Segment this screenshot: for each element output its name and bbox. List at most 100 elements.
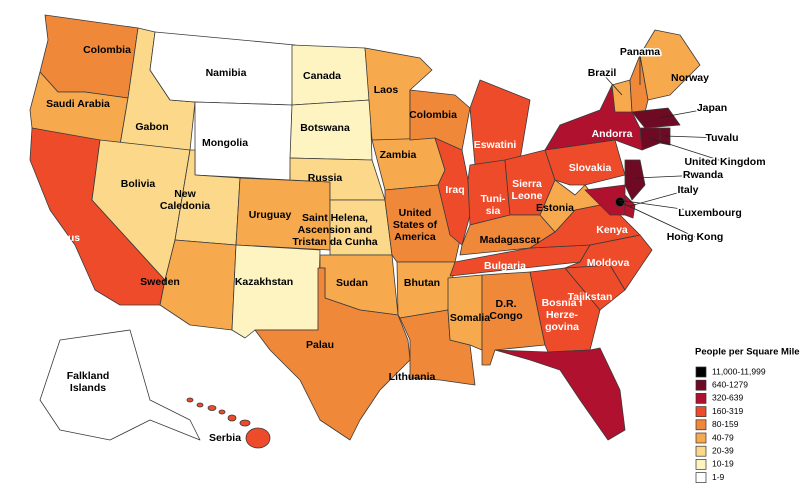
state xyxy=(584,184,626,216)
leader-line xyxy=(617,199,711,214)
legend-label: 40-79 xyxy=(712,432,734,442)
region-label: D.R. xyxy=(496,298,517,310)
state xyxy=(371,137,446,191)
state xyxy=(254,267,411,441)
region-label: Caledonia xyxy=(160,200,210,212)
legend-label: 1-9 xyxy=(712,472,725,482)
region-label: Kenya xyxy=(596,224,628,236)
region-label: America xyxy=(394,231,436,243)
state xyxy=(231,244,321,339)
region-label: Hong Kong xyxy=(667,231,724,243)
region-label: Falkland xyxy=(67,370,110,382)
region-label: Panama xyxy=(620,46,660,58)
region-label: Leone xyxy=(512,190,543,202)
legend-title: People per Square Mile xyxy=(695,347,800,358)
region-label: Bulgaria xyxy=(484,260,526,272)
legend-label: 20-39 xyxy=(712,445,734,455)
region-label: Sierra xyxy=(512,178,542,190)
region-label: Sweden xyxy=(140,276,180,288)
region-label: Congo xyxy=(489,310,522,322)
region-label: Andorra xyxy=(592,128,633,140)
legend: People per Square Mile 11,000-11,999 640-… xyxy=(695,347,800,483)
state xyxy=(196,402,204,408)
region-label: Saudi Arabia xyxy=(46,98,110,110)
region-label: Madagascar xyxy=(480,234,541,246)
legend-swatch xyxy=(695,459,707,470)
region-label: Palau xyxy=(306,339,334,351)
region-label: Brazil xyxy=(588,67,617,79)
region-label: Norway xyxy=(671,72,709,84)
region-label: Canada xyxy=(303,70,341,82)
region-label: sia xyxy=(486,205,501,217)
region-label: govina xyxy=(545,321,579,333)
state xyxy=(611,79,633,113)
region-label: Eswatini xyxy=(474,139,517,151)
state xyxy=(624,159,646,201)
region-label: Tuni- xyxy=(481,193,506,205)
region-label: China xyxy=(505,372,534,384)
legend-swatch xyxy=(695,432,707,444)
region-label: Saint Helena, xyxy=(302,212,368,224)
region-label: Serbia xyxy=(209,432,241,444)
region-label: Somalia xyxy=(450,312,490,324)
legend-swatch xyxy=(695,472,707,483)
legend-label: 11,000-11,999 xyxy=(712,366,766,376)
legend-swatch xyxy=(695,379,707,391)
state xyxy=(227,414,237,422)
region-label: Tristan da Cunha xyxy=(292,236,377,248)
region-label: Colombia xyxy=(83,44,131,56)
region-label: Estonia xyxy=(536,202,574,214)
states xyxy=(29,14,701,449)
state xyxy=(207,405,217,411)
region-label: Luxembourg xyxy=(678,207,742,219)
legend-swatch xyxy=(695,419,707,431)
legend-label: 80-159 xyxy=(712,419,739,429)
region-label: Herze- xyxy=(546,309,579,321)
state xyxy=(639,29,701,101)
state xyxy=(631,107,681,129)
region-label: Bhutan xyxy=(404,277,440,289)
region-label: Russia xyxy=(308,172,343,184)
region-label: Kazakhstan xyxy=(235,276,293,288)
leader-line xyxy=(601,72,623,96)
state xyxy=(186,397,194,403)
state xyxy=(245,427,271,449)
labels: Colombia Saudi Arabia Cyprus Gabon Bolivia Na… xyxy=(44,44,767,444)
legend-label: 320-639 xyxy=(712,393,743,403)
region-label: Ascension and xyxy=(298,224,373,236)
region-label: Laos xyxy=(374,84,399,96)
leader-line xyxy=(657,107,713,119)
region-label: Mongolia xyxy=(202,137,248,149)
region-label: Uruguay xyxy=(249,209,292,221)
region-label: New xyxy=(174,188,196,200)
region-label: United Kingdom xyxy=(684,156,765,168)
region-label: Bosnia i xyxy=(542,297,583,309)
state xyxy=(469,79,531,166)
region-label: Moldova xyxy=(587,257,630,269)
region-label: Rwanda xyxy=(683,169,723,181)
legend-swatch xyxy=(695,406,707,417)
state xyxy=(218,409,226,415)
region-label: United xyxy=(399,207,432,219)
legend-label: 640-1279 xyxy=(712,379,748,389)
region-label: Islands xyxy=(70,382,106,394)
region-label: Zambia xyxy=(380,149,417,161)
state xyxy=(39,14,139,99)
region-label: States of xyxy=(393,219,438,231)
state xyxy=(239,419,251,427)
leader-line xyxy=(635,174,704,179)
region-label: Colombia xyxy=(409,109,457,121)
leader-line xyxy=(664,135,723,139)
leader-line xyxy=(649,137,726,163)
region-label: Italy xyxy=(677,184,698,196)
region-label: Namibia xyxy=(206,67,247,79)
state xyxy=(639,127,661,151)
region-label: Tajikstan xyxy=(568,291,613,303)
region-label: Cyprus xyxy=(44,232,80,244)
legend-label: 160-319 xyxy=(712,406,743,416)
region-label: Botswana xyxy=(300,122,350,134)
region-label: Iraq xyxy=(445,184,464,196)
state xyxy=(396,261,456,319)
region-label: Bolivia xyxy=(121,178,156,190)
